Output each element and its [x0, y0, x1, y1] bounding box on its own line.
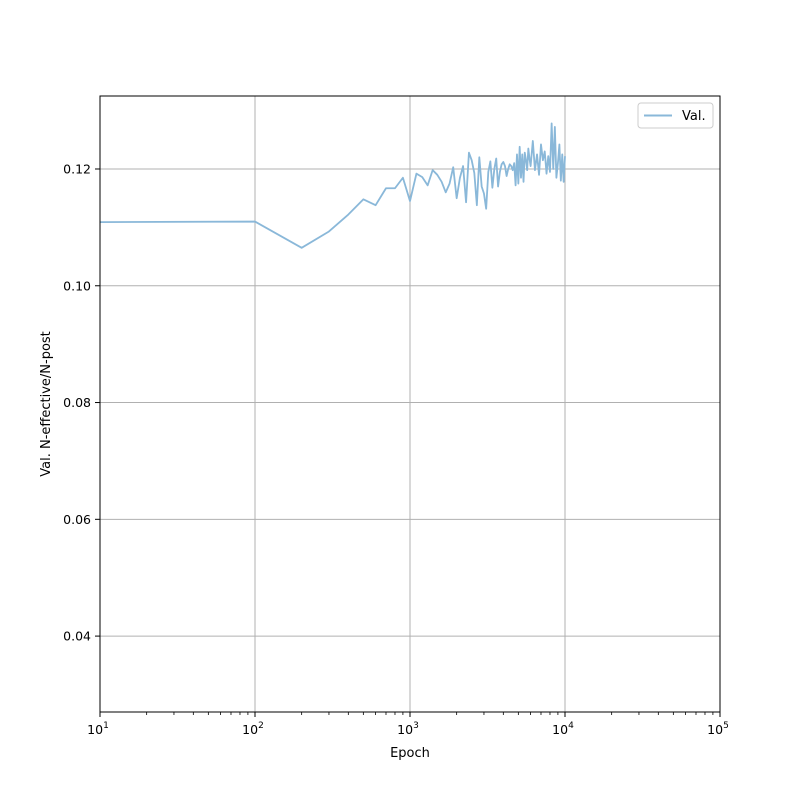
y-tick-label: 0.04	[63, 629, 91, 644]
x-tick-label: 104	[552, 721, 574, 737]
grid	[99, 96, 721, 712]
y-tick-label: 0.10	[63, 278, 91, 293]
y-tick-label: 0.06	[63, 512, 91, 527]
legend-label: Val.	[682, 109, 706, 124]
x-tick-label: 102	[242, 721, 264, 737]
y-axis-label: Val. N-effective/N-post	[39, 331, 54, 477]
x-tick-label: 103	[397, 721, 419, 737]
y-axis-ticks: 0.04 0.06 0.08 0.10 0.12	[63, 161, 100, 644]
legend-box	[637, 102, 714, 129]
x-axis-label: Epoch	[390, 746, 430, 761]
x-axis-ticks: 101 102 103 104 105	[87, 712, 729, 737]
x-tick-label: 105	[707, 721, 729, 737]
y-tick-label: 0.12	[63, 161, 91, 176]
y-tick-label: 0.08	[63, 395, 91, 410]
legend: Val.	[637, 102, 714, 129]
x-tick-label: 101	[87, 721, 109, 737]
series-line	[99, 122, 566, 249]
series-layer	[99, 122, 566, 249]
